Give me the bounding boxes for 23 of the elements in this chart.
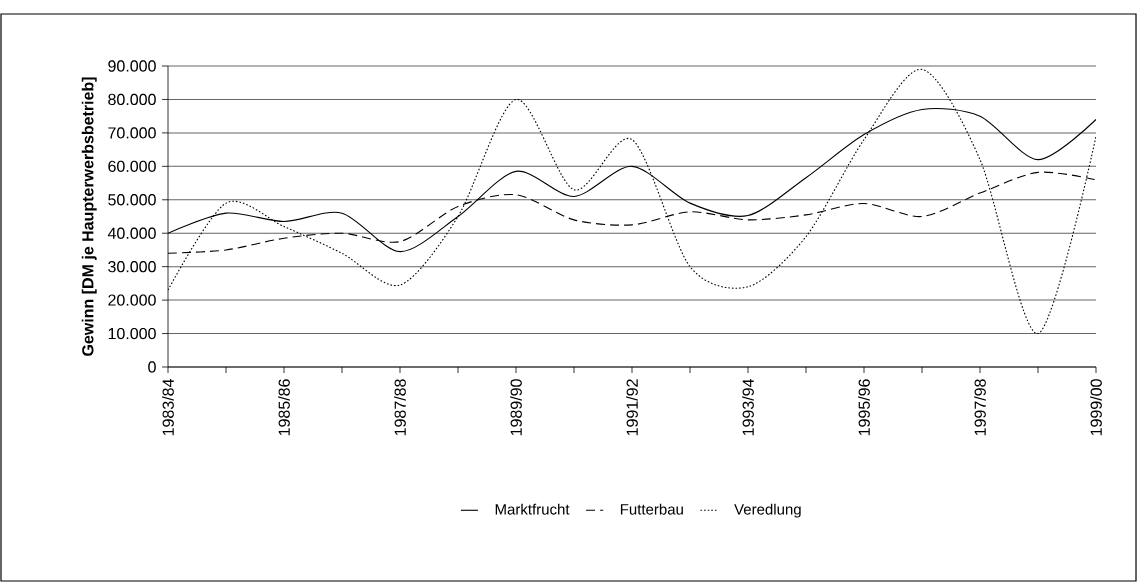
y-tick-label: 10.000: [108, 327, 156, 340]
legend-label: Marktfrucht: [495, 503, 570, 515]
x-tick-label: 1999/00: [1090, 379, 1102, 436]
y-tick-label: 60.000: [108, 160, 156, 172]
y-tick-label: 0: [148, 361, 156, 373]
y-tick-label: 20.000: [108, 294, 156, 306]
y-tick-label: 70.000: [108, 127, 156, 139]
y-axis-title: Gewinn [DM je Haupterwerbsbetrieb]: [81, 77, 97, 356]
y-tick-label: 40.000: [107, 227, 156, 239]
y-tick-label: 30.000: [108, 261, 156, 273]
x-tick-label: 1987/88: [394, 379, 406, 436]
x-tick-label: 1989/90: [510, 379, 522, 436]
x-tick-label: 1997/98: [974, 379, 986, 436]
x-tick-label: 1985/86: [278, 379, 290, 436]
y-tick-label: 50.000: [108, 194, 156, 206]
legend-label: Futterbau: [620, 503, 683, 515]
x-tick-label: 1991/92: [626, 379, 638, 436]
x-tick-label: 1983/84: [162, 379, 174, 436]
x-tick-label: 1995/96: [858, 379, 870, 436]
y-tick-label: 80.000: [108, 93, 156, 106]
x-tick-label: 1993/94: [742, 379, 754, 436]
y-tick-label: 90.000: [108, 60, 156, 72]
legend-label: Veredlung: [734, 503, 801, 518]
